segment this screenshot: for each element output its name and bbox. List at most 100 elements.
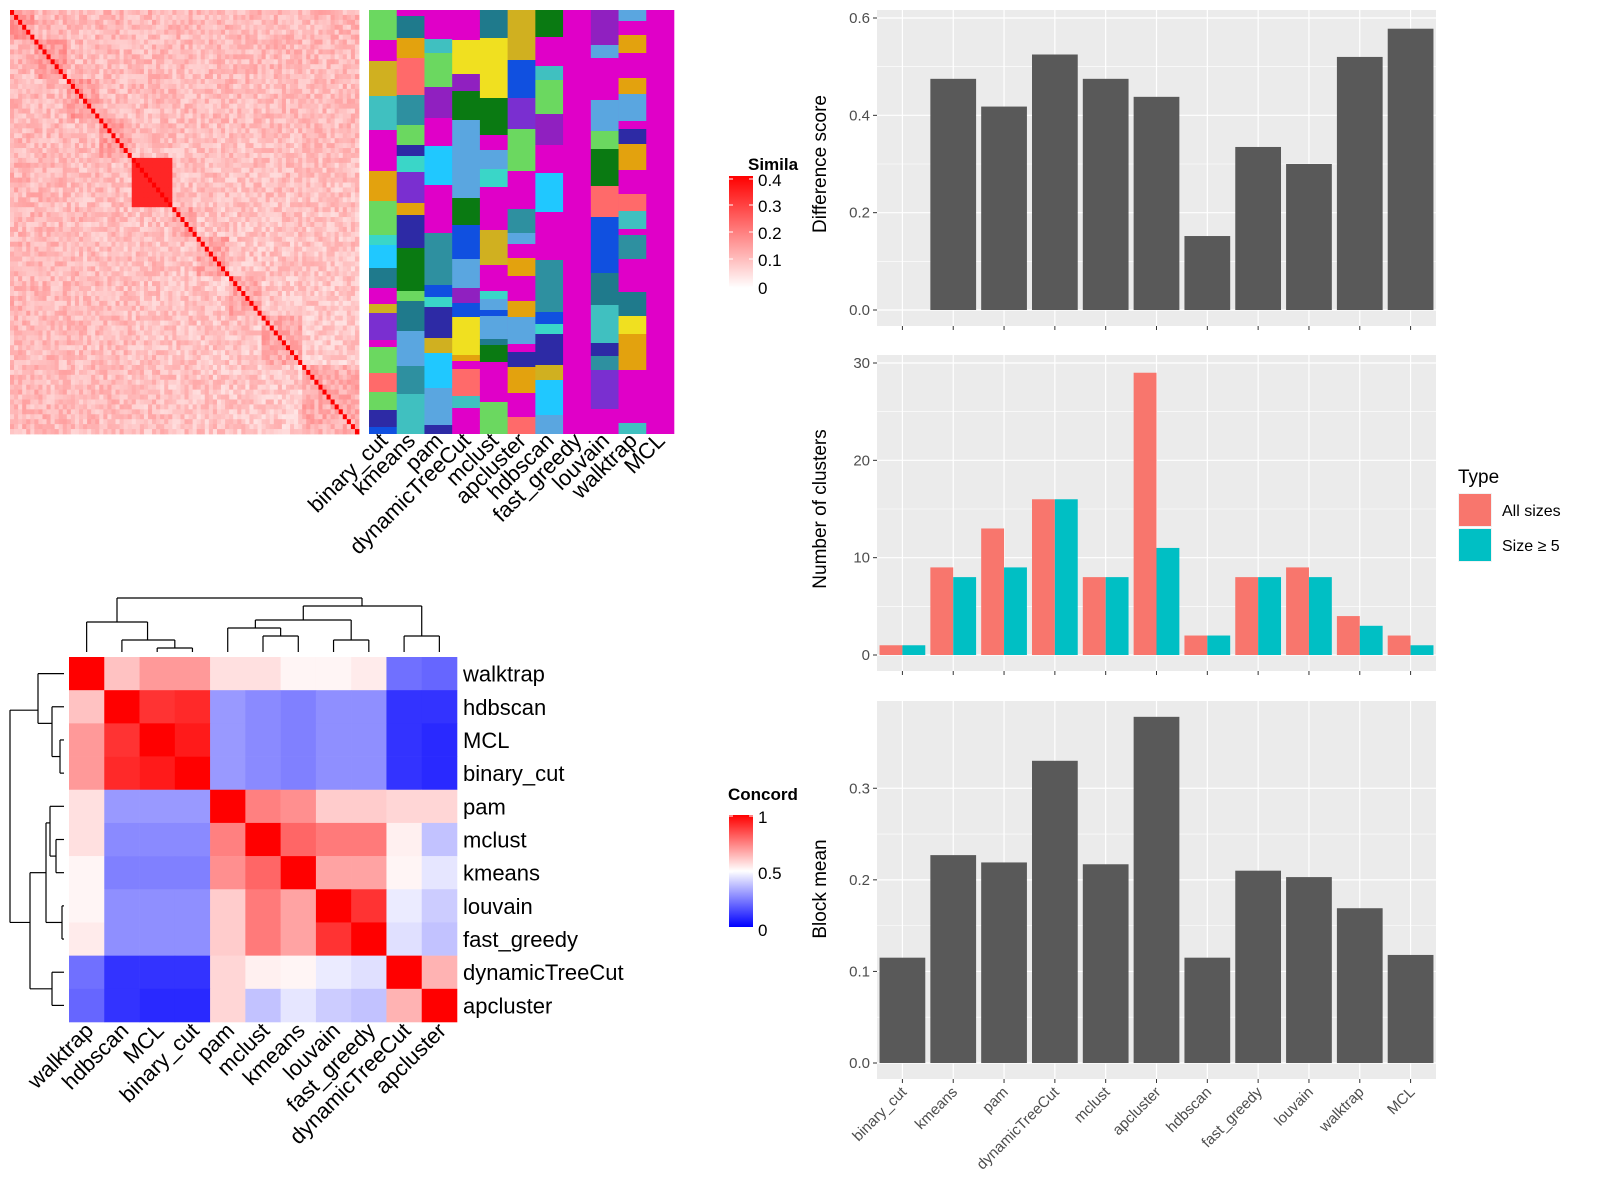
similarity-cell	[131, 39, 137, 45]
similarity-cell	[26, 222, 31, 228]
similarity-cell	[42, 118, 47, 124]
similarity-cell	[285, 143, 291, 149]
similarity-cell	[225, 19, 230, 26]
similarity-cell	[188, 64, 194, 70]
similarity-cell	[229, 236, 234, 243]
similarity-cell	[229, 88, 234, 95]
similarity-cell	[338, 162, 344, 169]
similarity-cell	[38, 88, 43, 95]
similarity-cell	[70, 24, 76, 31]
similarity-cell	[78, 256, 84, 262]
similarity-cell	[127, 88, 133, 95]
similarity-cell	[281, 34, 287, 40]
similarity-cell	[160, 182, 165, 188]
similarity-cell	[306, 69, 311, 75]
similarity-cell	[188, 79, 194, 85]
similarity-cell	[107, 39, 112, 45]
similarity-cell	[46, 24, 51, 31]
similarity-cell	[26, 281, 31, 287]
similarity-cell	[91, 187, 96, 193]
similarity-cell	[233, 256, 238, 262]
similarity-cell	[139, 291, 145, 297]
similarity-cell	[294, 251, 299, 257]
similarity-cell	[212, 59, 218, 65]
similarity-cell	[87, 261, 92, 267]
similarity-cell	[196, 10, 202, 16]
similarity-cell	[34, 162, 39, 169]
similarity-cell	[156, 98, 161, 105]
similarity-cell	[212, 79, 218, 85]
similarity-cell	[107, 276, 112, 282]
similarity-cell	[200, 271, 206, 277]
similarity-cell	[294, 113, 299, 119]
similarity-cell	[62, 177, 68, 183]
similarity-cell	[115, 157, 120, 164]
similarity-cell	[261, 291, 267, 297]
similarity-cell	[78, 231, 84, 238]
similarity-cell	[115, 44, 120, 50]
similarity-cell	[184, 98, 189, 105]
similarity-cell	[204, 231, 210, 238]
similarity-cell	[350, 286, 356, 292]
similarity-cell	[26, 143, 31, 149]
similarity-cell	[58, 83, 64, 90]
similarity-cell	[318, 172, 323, 179]
similarity-cell	[135, 261, 141, 267]
similarity-cell	[342, 39, 348, 45]
similarity-cell	[83, 14, 88, 21]
similarity-cell	[241, 256, 246, 262]
similarity-cell	[285, 138, 291, 144]
similarity-cell	[160, 222, 165, 228]
similarity-cell	[18, 197, 23, 203]
similarity-cell	[306, 74, 311, 80]
similarity-cell	[245, 162, 250, 169]
similarity-cell	[115, 83, 120, 90]
similarity-cell	[314, 231, 319, 238]
similarity-cell	[302, 79, 307, 85]
similarity-cell	[26, 29, 31, 36]
similarity-cell	[10, 291, 15, 297]
similarity-cell	[354, 162, 360, 169]
similarity-cell	[310, 54, 315, 60]
similarity-cell	[103, 44, 108, 50]
similarity-cell	[38, 123, 43, 129]
similarity-cell	[139, 123, 145, 129]
similarity-cell	[50, 236, 56, 243]
similarity-cell	[87, 231, 92, 238]
similarity-cell	[115, 148, 120, 154]
similarity-cell	[200, 202, 206, 208]
similarity-cell	[87, 167, 92, 174]
similarity-cell	[95, 157, 100, 164]
similarity-cell	[330, 177, 336, 183]
similarity-cell	[103, 236, 108, 243]
similarity-cell	[54, 157, 60, 164]
similarity-cell	[74, 93, 80, 100]
similarity-cell	[168, 261, 173, 267]
similarity-cell	[10, 266, 15, 272]
similarity-cell	[87, 44, 92, 50]
similarity-cell	[123, 44, 129, 50]
similarity-cell	[310, 286, 315, 292]
similarity-cell	[58, 152, 64, 159]
similarity-cell	[261, 226, 267, 233]
similarity-cell	[34, 172, 39, 179]
similarity-cell	[281, 59, 287, 65]
similarity-cell	[70, 291, 76, 297]
similarity-cell	[281, 212, 287, 218]
similarity-cell	[119, 217, 125, 223]
similarity-cell	[10, 148, 15, 154]
similarity-cell	[139, 93, 145, 100]
similarity-cell	[212, 44, 218, 50]
similarity-cell	[334, 74, 340, 80]
similarity-cell	[66, 246, 72, 252]
similarity-cell	[10, 118, 15, 124]
similarity-cell	[139, 34, 145, 40]
similarity-cell	[54, 217, 60, 223]
similarity-cell	[22, 295, 27, 302]
similarity-cell	[322, 103, 327, 109]
similarity-cell	[261, 222, 267, 228]
similarity-cell	[326, 152, 331, 159]
similarity-cell	[322, 98, 327, 105]
similarity-cell	[74, 222, 80, 228]
similarity-cell	[298, 212, 303, 218]
